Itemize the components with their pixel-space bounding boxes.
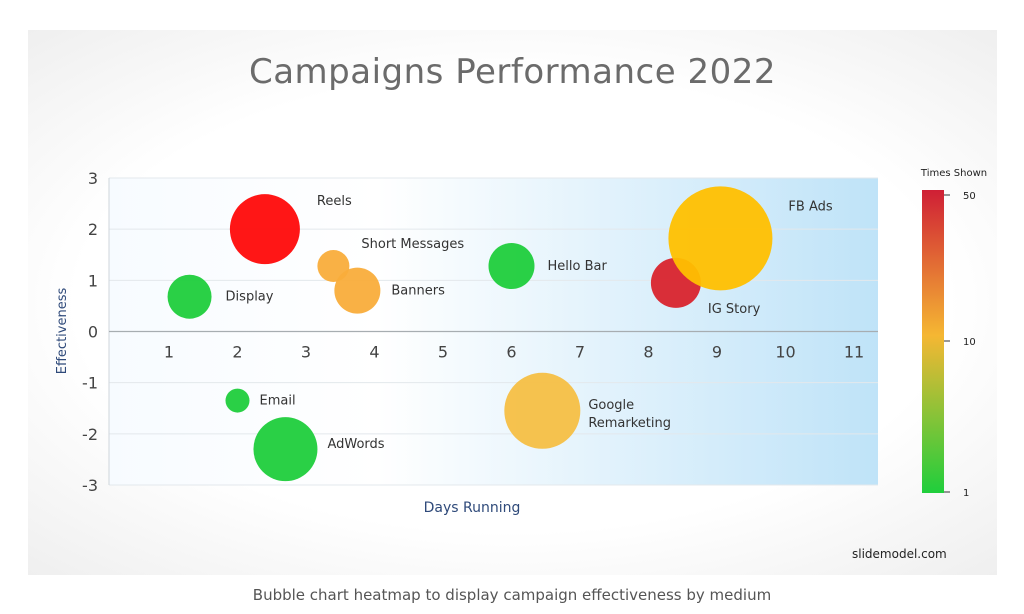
x-tick-label: 4 <box>369 343 379 362</box>
colorbar-title: Times Shown <box>920 168 987 179</box>
colorbar-tick-label: 50 <box>963 191 976 202</box>
point-label-google-remarketing: Google Remarketing <box>588 398 671 431</box>
x-tick-label: 2 <box>232 343 242 362</box>
x-tick-label: 6 <box>506 343 516 362</box>
x-tick-label: 10 <box>775 343 795 362</box>
watermark: slidemodel.com <box>852 547 947 561</box>
bubble-banners <box>334 267 381 314</box>
point-label-short-messages: Short Messages <box>361 237 464 252</box>
point-label-ig-story: IG Story <box>708 302 761 317</box>
y-tick-label: -2 <box>82 425 98 444</box>
y-tick-label: 2 <box>88 220 98 239</box>
y-tick-label: 1 <box>88 271 98 290</box>
y-tick-label: 0 <box>88 323 98 342</box>
y-tick-label: -1 <box>82 374 98 393</box>
colorbar-tick-label: 1 <box>963 488 969 499</box>
bubble-display <box>167 274 212 319</box>
x-tick-label: 7 <box>575 343 585 362</box>
bubble-google-remarketing <box>504 372 581 449</box>
bubble-reels <box>229 194 300 265</box>
y-tick-label: 3 <box>88 169 98 188</box>
point-label-email: Email <box>260 394 296 409</box>
point-label-adwords: AdWords <box>327 437 384 452</box>
bubble-email <box>225 388 250 413</box>
point-label-display: Display <box>226 290 274 305</box>
caption: Bubble chart heatmap to display campaign… <box>252 586 772 604</box>
y-tick-label: -3 <box>82 476 98 495</box>
x-axis-title: Days Running <box>424 500 521 516</box>
point-label-hello-bar: Hello Bar <box>548 259 608 274</box>
x-tick-label: 11 <box>844 343 864 362</box>
bubble-hello-bar <box>488 243 535 290</box>
y-axis-title: Effectiveness <box>55 288 70 375</box>
colorbar-tick-label: 10 <box>963 337 976 348</box>
x-tick-label: 8 <box>643 343 653 362</box>
colorbar <box>922 190 944 493</box>
page-title: Campaigns Performance 2022 <box>248 52 776 92</box>
bubble-adwords <box>253 417 318 482</box>
bubble-short-messages <box>317 250 350 283</box>
x-tick-label: 5 <box>438 343 448 362</box>
bubble-fb-ads <box>668 186 773 291</box>
point-label-banners: Banners <box>391 284 445 299</box>
x-tick-label: 9 <box>712 343 722 362</box>
x-tick-label: 1 <box>164 343 174 362</box>
point-label-reels: Reels <box>317 194 352 209</box>
x-tick-label: 3 <box>301 343 311 362</box>
point-label-fb-ads: FB Ads <box>788 199 832 214</box>
